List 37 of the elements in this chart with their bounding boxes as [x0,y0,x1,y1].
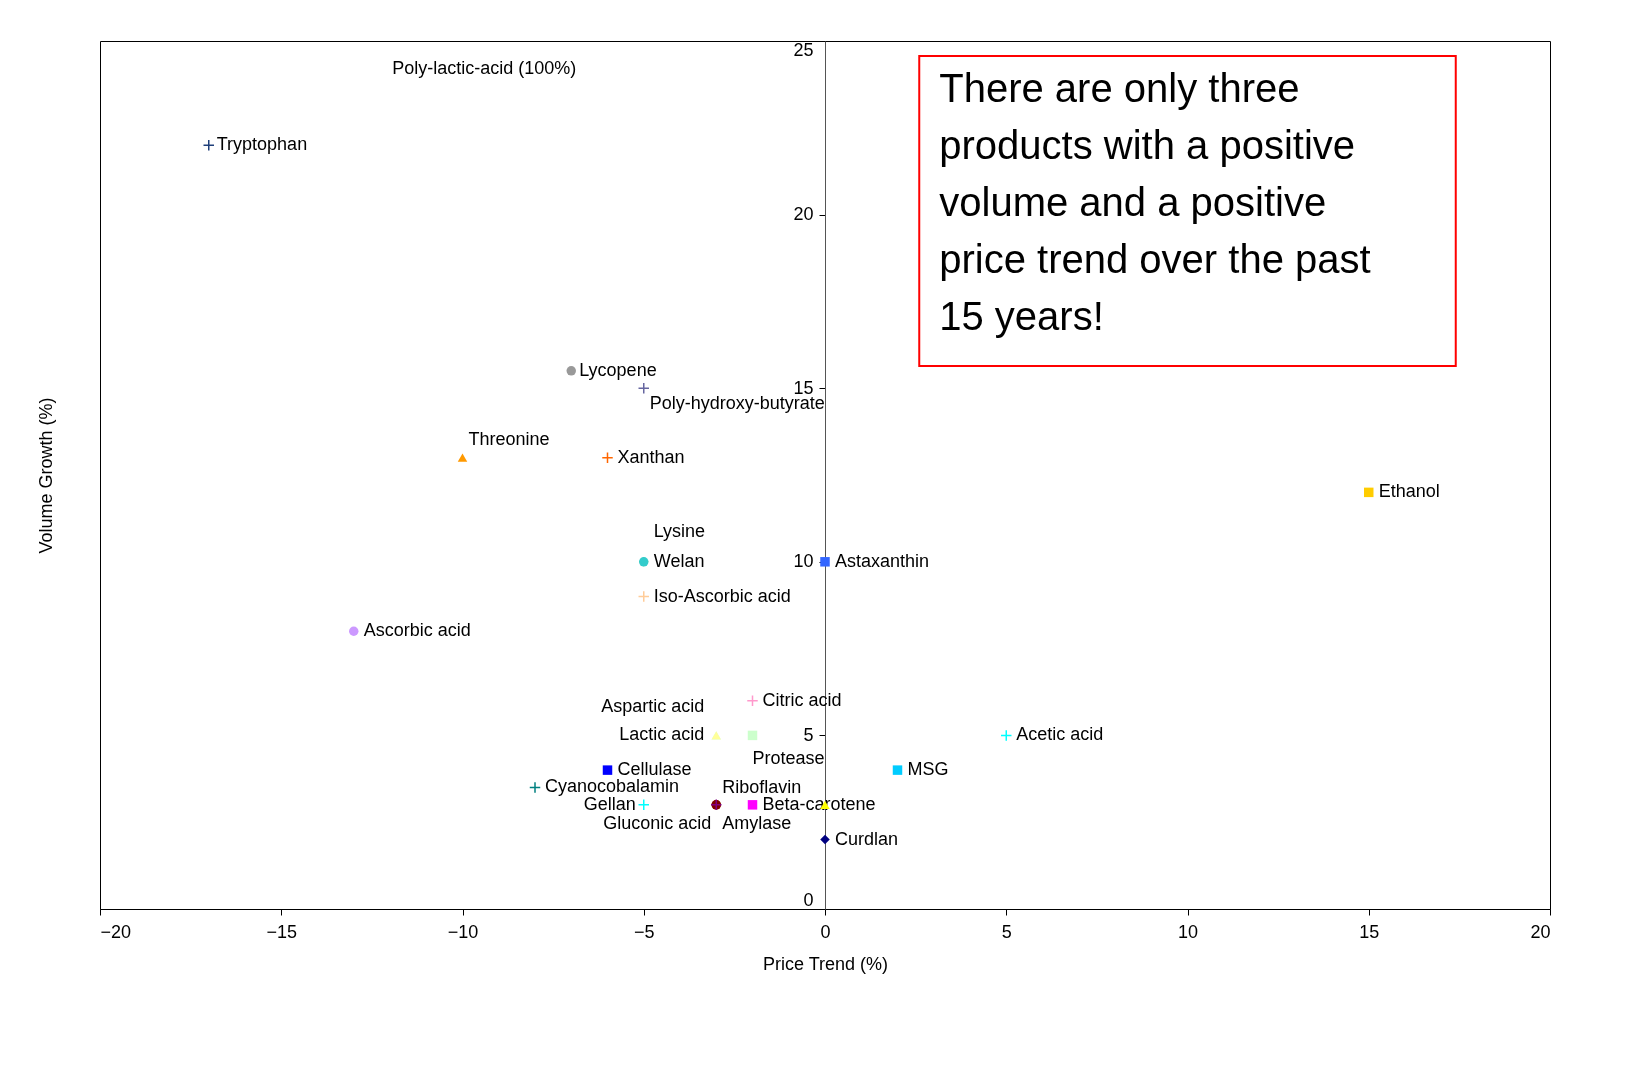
x-tick-label: 15 [1359,921,1380,942]
series-label: Welan [653,550,705,571]
series-label: Riboflavin [722,776,802,797]
x-tick-label: 10 [1177,921,1199,942]
series-label: Aspartic acid [601,696,705,717]
y-tick-label: 10 [793,551,814,572]
series-label: Protease [752,748,825,769]
series-label: Lycopene [579,359,657,380]
y-tick-label: 0 [803,889,814,910]
y-tick-label: 5 [803,724,814,745]
x-tick-label: 20 [1530,921,1551,942]
series-label: Xanthan [617,446,685,467]
series-label: Ascorbic acid [363,620,471,641]
series-label: Amylase [722,812,792,833]
x-tick-label: −20 [100,921,132,942]
annotation: There are only three products with a positive volume and a positive price trend over the past 15 years! [939,66,1371,338]
series-label: Curdlan [835,828,899,849]
y-tick-label: 25 [793,39,814,60]
series-label: Gluconic acid [603,812,712,833]
series-label: MSG [907,759,949,780]
series-label: Iso-Ascorbic acid [653,585,791,606]
annotation: Poly-lactic-acid (100%) [392,58,577,78]
x-tick-label: −10 [447,921,479,942]
x-tick-label: −15 [266,921,298,942]
x-tick-label: −5 [633,921,655,942]
series-label: Tryptophan [216,134,308,155]
x-axis-title: Price Trend (%) [762,953,889,974]
series-label: Astaxanthin [835,550,930,571]
y-tick-label: 20 [793,204,814,225]
x-tick-label: 5 [1001,921,1012,942]
series-label: Lactic acid [619,724,705,745]
x-tick-label: 0 [820,921,831,942]
series-label: Threonine [468,428,550,449]
series-label: Lysine [653,520,706,541]
series-label: Ethanol [1378,481,1440,502]
y-axis-title: Volume Growth (%) [35,397,56,554]
series-label: Acetic acid [1016,724,1104,745]
